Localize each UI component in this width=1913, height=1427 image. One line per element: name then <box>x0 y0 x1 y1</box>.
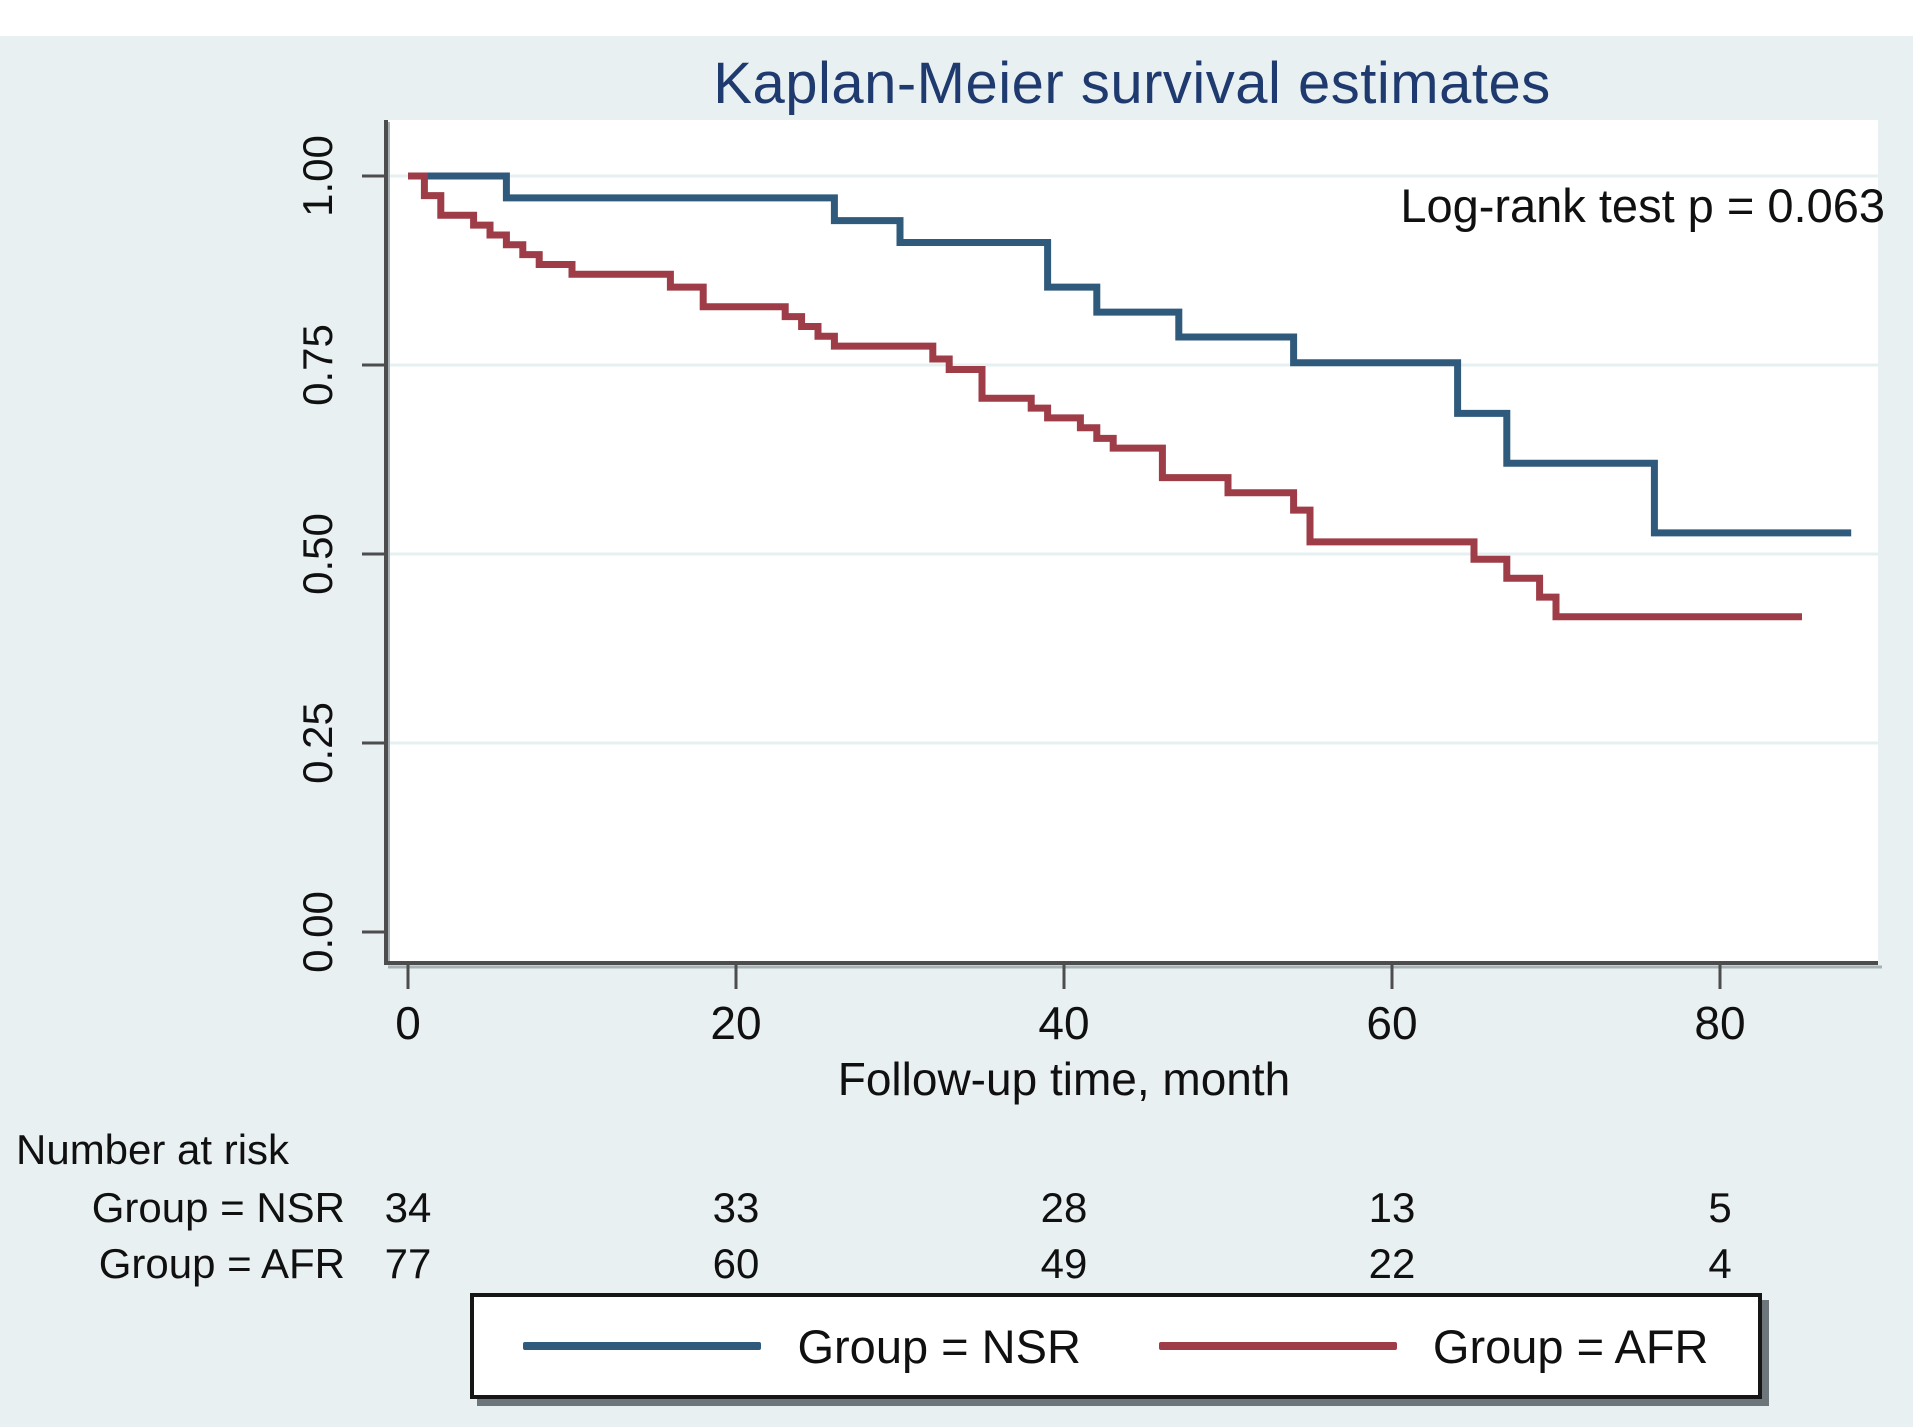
survival-curve-nsr <box>408 172 1852 537</box>
x-tick-label: 80 <box>1694 997 1746 1049</box>
risk-count: 60 <box>712 1240 760 1287</box>
risk-count: 33 <box>712 1184 760 1231</box>
risk-count: 4 <box>1708 1240 1732 1287</box>
legend-label: Group = AFR <box>1432 1319 1709 1373</box>
risk-count: 28 <box>1040 1184 1088 1231</box>
legend-label: Group = NSR <box>797 1319 1081 1373</box>
x-tick-label: 60 <box>1366 997 1418 1049</box>
risk-count: 77 <box>384 1240 432 1287</box>
risk-count: 49 <box>1040 1240 1088 1287</box>
y-tick-label: 0.25 <box>294 702 341 784</box>
risk-row-label: Group = NSR <box>91 1184 345 1231</box>
risk-count: 5 <box>1708 1184 1732 1231</box>
legend-line-swatch <box>523 1342 762 1350</box>
x-tick-label: 20 <box>710 997 762 1049</box>
x-tick-label: 40 <box>1038 997 1090 1049</box>
plot-background <box>386 120 1878 963</box>
legend: Group = NSR Group = AFR <box>470 1293 1762 1399</box>
number-at-risk-heading: Number at risk <box>16 1126 290 1173</box>
risk-count: 22 <box>1368 1240 1416 1287</box>
chart-title: Kaplan-Meier survival estimates <box>713 51 1551 116</box>
survival-curve-afr <box>408 172 1802 621</box>
risk-count: 34 <box>384 1184 432 1231</box>
y-tick-label: 0.75 <box>294 324 341 406</box>
legend-entry: Group = NSR <box>523 1319 1081 1374</box>
x-axis-title: Follow-up time, month <box>837 1053 1291 1105</box>
y-tick-label: 0.00 <box>294 891 341 973</box>
legend-entry: Group = AFR <box>1158 1319 1709 1374</box>
risk-row-label: Group = AFR <box>98 1240 345 1287</box>
x-tick-label: 0 <box>395 997 421 1049</box>
risk-count: 13 <box>1368 1184 1416 1231</box>
legend-line-swatch <box>1158 1342 1397 1350</box>
y-tick-label: 1.00 <box>294 135 341 217</box>
y-tick-label: 0.50 <box>294 513 341 595</box>
log-rank-annotation: Log-rank test p = 0.063 <box>1400 179 1885 232</box>
top-margin-strip <box>0 0 1913 36</box>
